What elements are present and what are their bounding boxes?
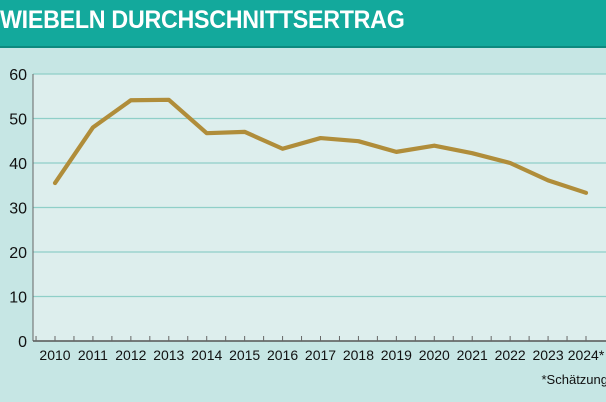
data-point xyxy=(319,136,322,140)
x-axis: 2010 2011 2012 2013 2014 2015 2016 2017 2018 2019… xyxy=(33,336,606,363)
data-point xyxy=(432,144,436,148)
y-tick-label: 50 xyxy=(9,112,27,129)
data-point xyxy=(243,130,247,134)
title-bar: WIEBELN DURCHSCHNITTSERTRAG xyxy=(0,0,606,48)
data-point xyxy=(394,150,398,154)
x-tick-label: 2023 xyxy=(532,347,563,363)
data-point xyxy=(53,181,57,185)
x-tick-label: 2011 xyxy=(78,347,108,363)
x-tick-label: 2010 xyxy=(39,347,70,363)
x-tick-label: 2022 xyxy=(495,347,526,363)
y-axis: 0 10 20 30 40 50 60 xyxy=(9,67,34,351)
chart-title: WIEBELN DURCHSCHNITTSERTRAG xyxy=(0,6,405,34)
x-tick-label: 2012 xyxy=(115,347,146,363)
x-tick-label: 2024* xyxy=(568,347,605,363)
data-point xyxy=(546,178,550,182)
x-tick-label: 2016 xyxy=(267,347,298,363)
data-point xyxy=(508,161,512,165)
y-tick-label: 60 xyxy=(9,67,27,84)
y-tick-label: 10 xyxy=(9,290,27,307)
data-point xyxy=(470,151,474,155)
footnote: *Schätzung xyxy=(541,372,606,387)
x-tick-label: 2020 xyxy=(419,347,450,363)
data-point xyxy=(356,139,360,143)
x-tick-label: 2014 xyxy=(191,347,222,363)
x-tick-label: 2013 xyxy=(153,347,184,363)
data-point xyxy=(91,125,95,129)
data-point xyxy=(584,191,588,195)
data-point xyxy=(167,98,171,102)
data-point xyxy=(281,147,285,151)
y-tick-label: 20 xyxy=(9,245,27,262)
x-tick-label: 2021 xyxy=(457,347,488,363)
data-point xyxy=(129,98,133,102)
y-tick-label: 0 xyxy=(18,334,27,351)
data-point xyxy=(205,131,209,135)
x-tick-label: 2018 xyxy=(343,347,374,363)
x-tick-label: 2017 xyxy=(305,347,336,363)
x-tick-label: 2019 xyxy=(381,347,412,363)
series-group xyxy=(52,97,589,195)
y-tick-label: 30 xyxy=(9,201,27,218)
y-tick-label: 40 xyxy=(9,156,27,173)
x-tick-label: 2015 xyxy=(229,347,260,363)
